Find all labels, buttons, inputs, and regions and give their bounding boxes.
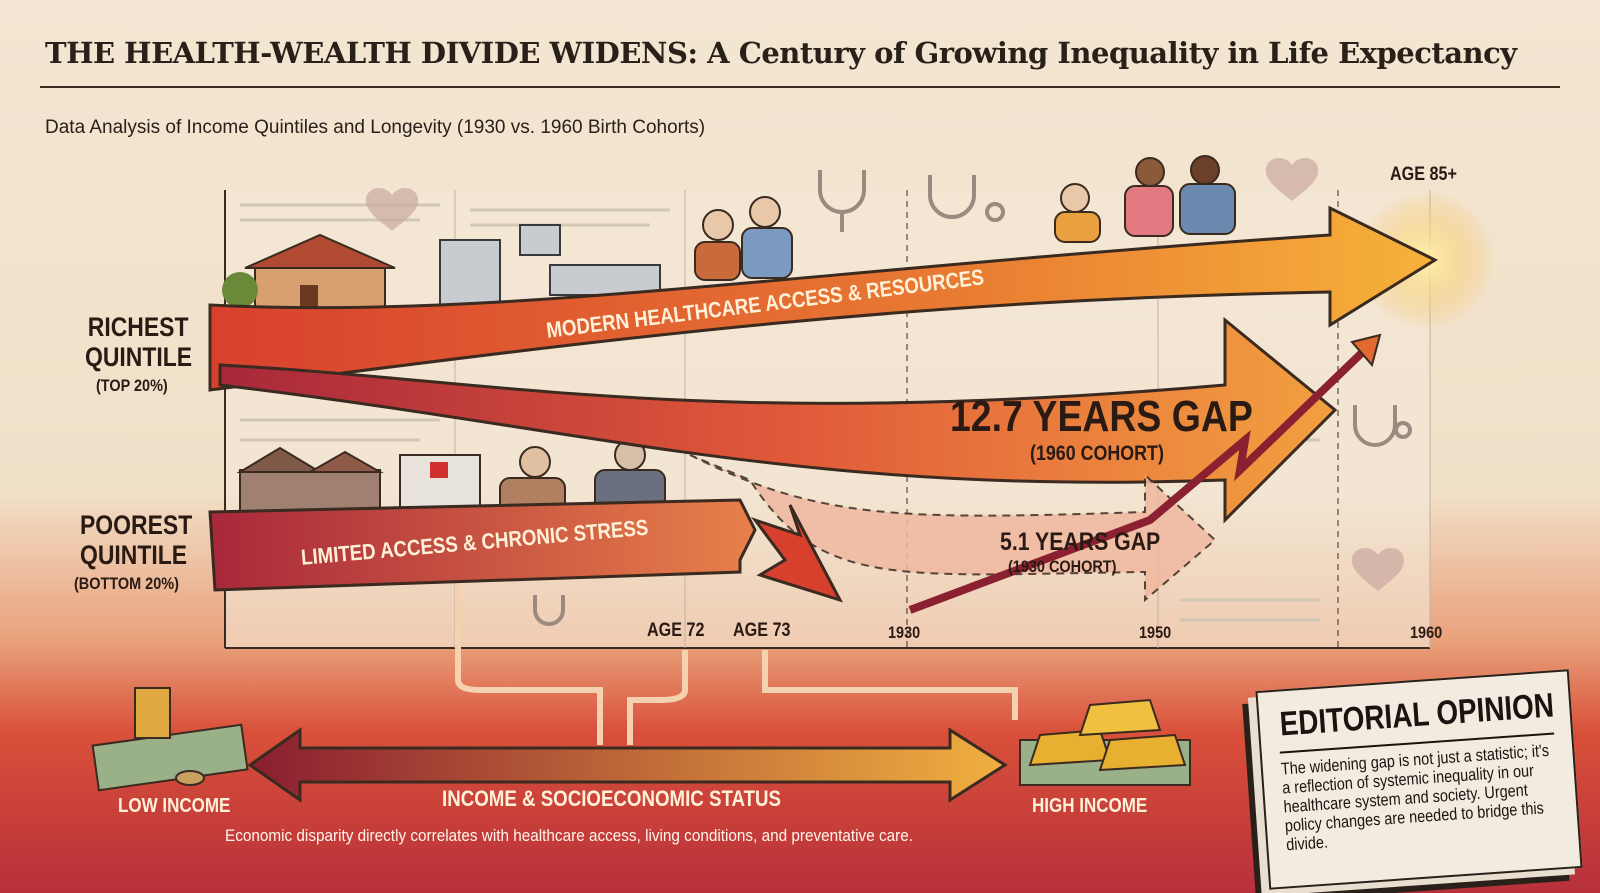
richest-note: (TOP 20%): [96, 376, 168, 395]
gold-bars-icon: [1019, 698, 1191, 786]
money-stack-icon: [91, 687, 249, 792]
poorest-note: (BOTTOM 20%): [74, 574, 179, 593]
gap-1930-value: 5.1 YEARS GAP: [1000, 528, 1161, 556]
elderly-couple-illustration: [694, 155, 1236, 281]
age-72-label: AGE 72: [647, 620, 705, 641]
age-85-label: AGE 85+: [1390, 164, 1457, 185]
heart-icon: [365, 158, 1405, 591]
footnote: Economic disparity directly correlates w…: [225, 826, 913, 845]
income-axis-arrow: [247, 727, 1008, 803]
richest-line2: QUINTILE: [85, 342, 193, 372]
poorest-line2: QUINTILE: [80, 540, 188, 570]
gap-1960-arrow: [218, 316, 1338, 524]
richest-label: RICHEST QUINTILE: [85, 312, 193, 372]
year-1960-label: 1960: [1410, 623, 1443, 642]
poorest-banner: [208, 498, 757, 592]
poorest-label: POOREST QUINTILE: [80, 510, 193, 570]
gap-1930-arrow: [689, 454, 1217, 603]
year-1950-label: 1950: [1139, 623, 1172, 642]
down-arrow-icon: [750, 504, 844, 603]
gap-1960-label: (1960 COHORT): [1030, 442, 1164, 465]
rising-trend-arrow: [908, 342, 1373, 614]
gap-1960-value: 12.7 YEARS GAP: [950, 392, 1253, 441]
low-income-label: LOW INCOME: [118, 795, 231, 817]
stethoscope-icon: [533, 170, 1412, 626]
editorial-body: The widening gap is not just a statistic…: [1280, 740, 1550, 855]
page-subtitle: Data Analysis of Income Quintiles and Lo…: [45, 117, 706, 138]
year-1930-label: 1930: [888, 623, 921, 642]
income-axis-title: INCOME & SOCIOECONOMIC STATUS: [442, 786, 782, 811]
poorest-line1: POOREST: [80, 510, 193, 540]
richest-line1: RICHEST: [87, 312, 189, 342]
age-73-label: AGE 73: [733, 620, 791, 641]
page-title: THE HEALTH-WEALTH DIVIDE WIDENS: A Centu…: [45, 36, 1517, 70]
gap-1930-label: (1930 COHORT): [1008, 557, 1117, 576]
title-divider: [40, 86, 1560, 88]
editorial-card: EDITORIAL OPINION The widening gap is no…: [1255, 669, 1583, 890]
connector-lines: [455, 585, 1018, 745]
high-income-label: HIGH INCOME: [1032, 795, 1148, 817]
richest-arrow: [208, 205, 1439, 392]
